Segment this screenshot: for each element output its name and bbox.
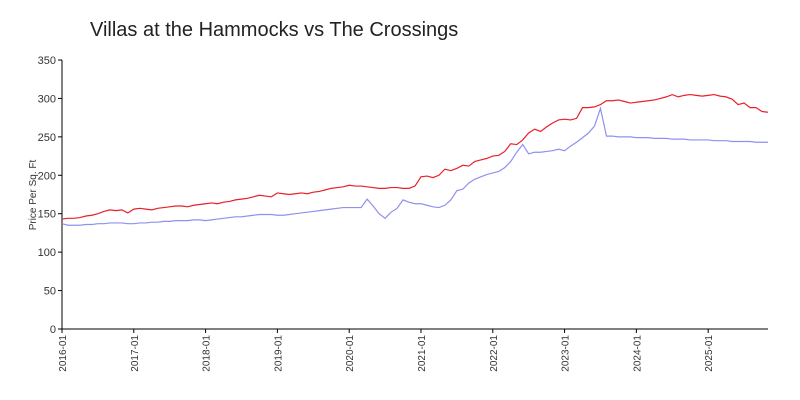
x-tick-label: 2024-01 (632, 335, 643, 372)
y-tick-label: 250 (38, 132, 56, 144)
chart-title: Villas at the Hammocks vs The Crossings (90, 19, 458, 41)
x-tick-label: 2022-01 (489, 335, 500, 372)
x-tick-label: 2016-01 (58, 335, 69, 372)
y-tick-label: 300 (38, 93, 56, 105)
x-tick-label: 2023-01 (561, 335, 572, 372)
series-line (61, 93, 769, 220)
x-tick-label: 2018-01 (202, 335, 213, 372)
x-tick-label: 2021-01 (417, 335, 428, 372)
y-tick-label: 350 (38, 55, 56, 67)
x-tick-label: 2019-01 (273, 335, 284, 372)
y-tick-label: 0 (50, 324, 56, 336)
x-tick-label: 2025-01 (704, 335, 715, 372)
y-tick-label: 100 (38, 247, 56, 259)
x-tick-label: 2020-01 (345, 335, 356, 372)
y-tick-label: 200 (38, 170, 56, 182)
series-line (61, 106, 768, 226)
y-tick-label: 150 (38, 209, 56, 221)
x-tick-label: 2017-01 (130, 335, 141, 372)
y-tick-label: 50 (44, 286, 56, 298)
y-axis-label: Price Per Sq. Ft (28, 159, 39, 230)
